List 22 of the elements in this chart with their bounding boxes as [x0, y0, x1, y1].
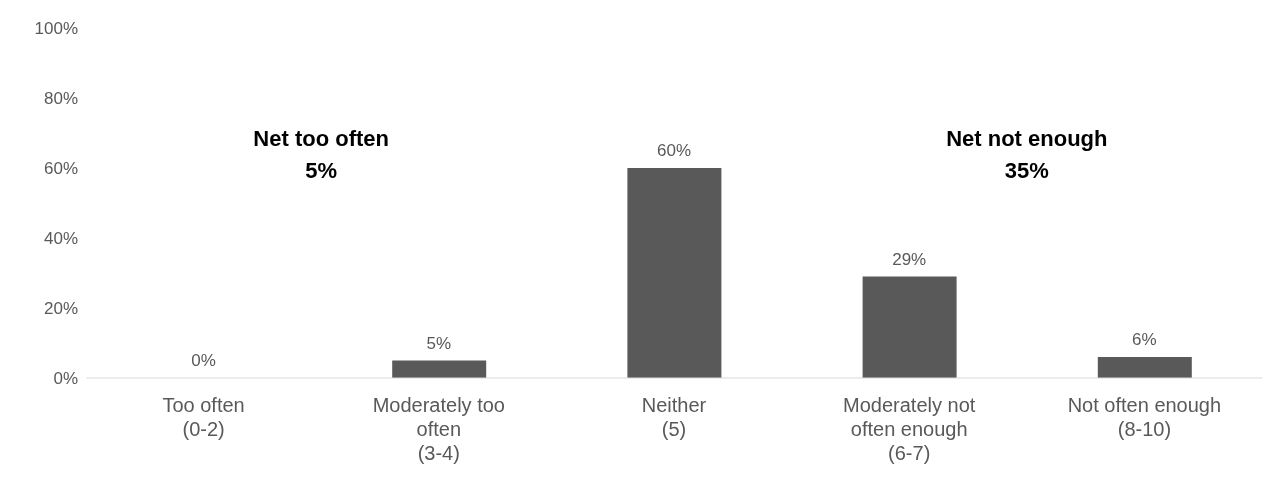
annotation: Net too often 5%	[252, 125, 390, 185]
bar	[627, 168, 722, 378]
x-tick-label: Too often (0-2)	[162, 394, 245, 440]
bar	[392, 360, 487, 378]
data-label: 60%	[656, 141, 692, 160]
y-tick-label: 60%	[43, 159, 78, 179]
y-tick-label: 40%	[43, 229, 78, 249]
x-tick-label: Moderately too often (3-4)	[372, 394, 505, 464]
y-tick-label: 100%	[34, 19, 78, 39]
data-label: 29%	[892, 249, 927, 269]
y-tick-label: 0%	[53, 369, 78, 389]
bar	[862, 276, 957, 378]
y-tick-label: 20%	[43, 299, 78, 319]
x-tick-label: Not often enough (8-10)	[1067, 394, 1222, 440]
x-tick-label: Moderately not often enough (6-7)	[843, 394, 976, 464]
x-tick-label: Neither (5)	[641, 394, 707, 440]
bar	[1097, 357, 1192, 378]
data-label: 0%	[191, 351, 216, 370]
annotation: Net not enough 35%	[945, 125, 1109, 185]
data-label: 5%	[426, 333, 452, 353]
data-label: 6%	[1132, 330, 1157, 349]
y-tick-label: 80%	[43, 89, 78, 109]
